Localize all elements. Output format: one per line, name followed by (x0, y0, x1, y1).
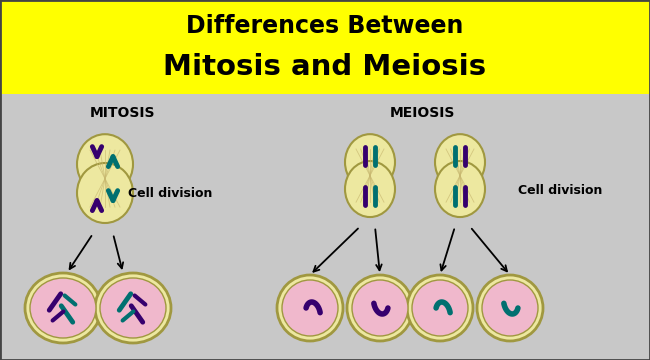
Text: Mitosis and Meiosis: Mitosis and Meiosis (163, 53, 487, 81)
Ellipse shape (277, 275, 343, 341)
Bar (0, 0, 650, 94)
Text: Cell division: Cell division (518, 184, 602, 197)
Text: Differences Between: Differences Between (187, 14, 463, 38)
Ellipse shape (95, 273, 171, 343)
Ellipse shape (100, 278, 166, 338)
Ellipse shape (435, 134, 485, 190)
Ellipse shape (30, 278, 96, 338)
Ellipse shape (407, 275, 473, 341)
Bar (0, 94, 650, 360)
Ellipse shape (347, 275, 413, 341)
Text: MITOSIS: MITOSIS (90, 105, 155, 120)
Ellipse shape (435, 161, 485, 217)
Ellipse shape (352, 280, 408, 336)
Ellipse shape (482, 280, 538, 336)
Ellipse shape (477, 275, 543, 341)
Ellipse shape (282, 280, 338, 336)
Ellipse shape (77, 163, 133, 223)
Ellipse shape (345, 161, 395, 217)
Text: MEIOSIS: MEIOSIS (390, 105, 456, 120)
Ellipse shape (25, 273, 101, 343)
Ellipse shape (77, 134, 133, 194)
Ellipse shape (345, 134, 395, 190)
Ellipse shape (412, 280, 468, 336)
Text: Cell division: Cell division (128, 187, 212, 200)
